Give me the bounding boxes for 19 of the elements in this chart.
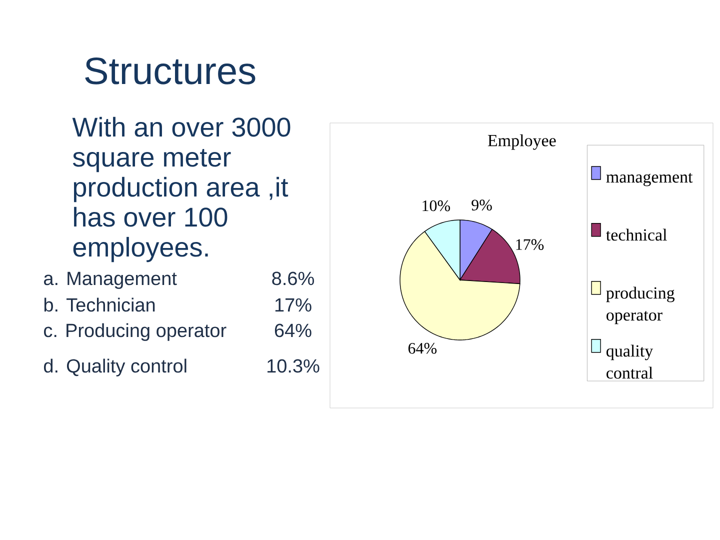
- text: 8.6%: [272, 272, 314, 286]
- text: b. Technician: [44, 298, 155, 312]
- text: d. Quality control: [44, 358, 186, 376]
- text: Structures: [85, 57, 256, 84]
- data-label: 17%: [516, 239, 544, 250]
- data-label: 10%: [422, 200, 450, 212]
- data-label: 64%: [408, 342, 437, 354]
- text: c. Producing operator: [44, 323, 226, 341]
- legend-label: management: [606, 172, 693, 186]
- text: 10.3%: [268, 359, 320, 373]
- legend-label: quality contral: [606, 344, 654, 379]
- legend-label: technical: [606, 228, 667, 241]
- data-label: 9%: [472, 200, 492, 211]
- legend-label: producing operator: [606, 286, 675, 324]
- text: With an over 3000 square meter production area ,it has over 100 employees.: [72, 116, 290, 262]
- text: 17%: [275, 298, 312, 312]
- text: Employee: [488, 134, 556, 150]
- text: a. Management: [44, 272, 177, 289]
- text: 64%: [274, 324, 312, 338]
